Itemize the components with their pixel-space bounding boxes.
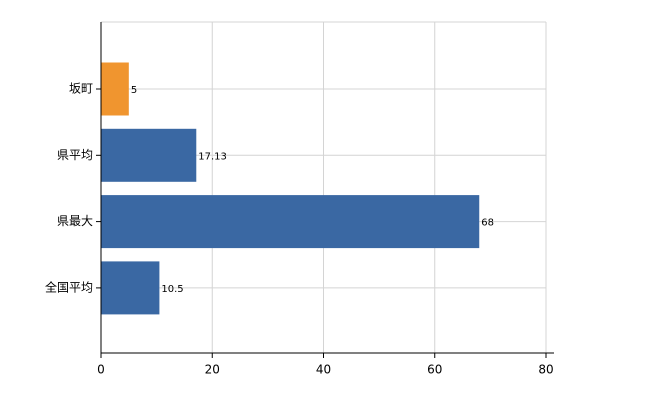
y-tick-label: 全国平均 (45, 279, 93, 294)
value-label: 68 (481, 218, 494, 229)
x-tick-label: 60 (427, 363, 442, 377)
x-tick-label: 40 (316, 363, 331, 377)
bar (101, 195, 480, 249)
y-tick-label: 県最大 (57, 214, 93, 228)
y-tick-label: 坂町 (69, 82, 93, 96)
x-tick-label: 0 (97, 363, 105, 377)
y-tick-label: 県平均 (57, 148, 93, 162)
value-label: 17.13 (198, 151, 227, 162)
x-tick-label: 80 (538, 363, 553, 377)
x-tick-label: 20 (205, 363, 220, 377)
bar (101, 261, 160, 315)
bar (101, 128, 197, 182)
value-label: 5 (131, 85, 137, 96)
value-label: 10.5 (161, 284, 183, 295)
bar (101, 62, 129, 116)
